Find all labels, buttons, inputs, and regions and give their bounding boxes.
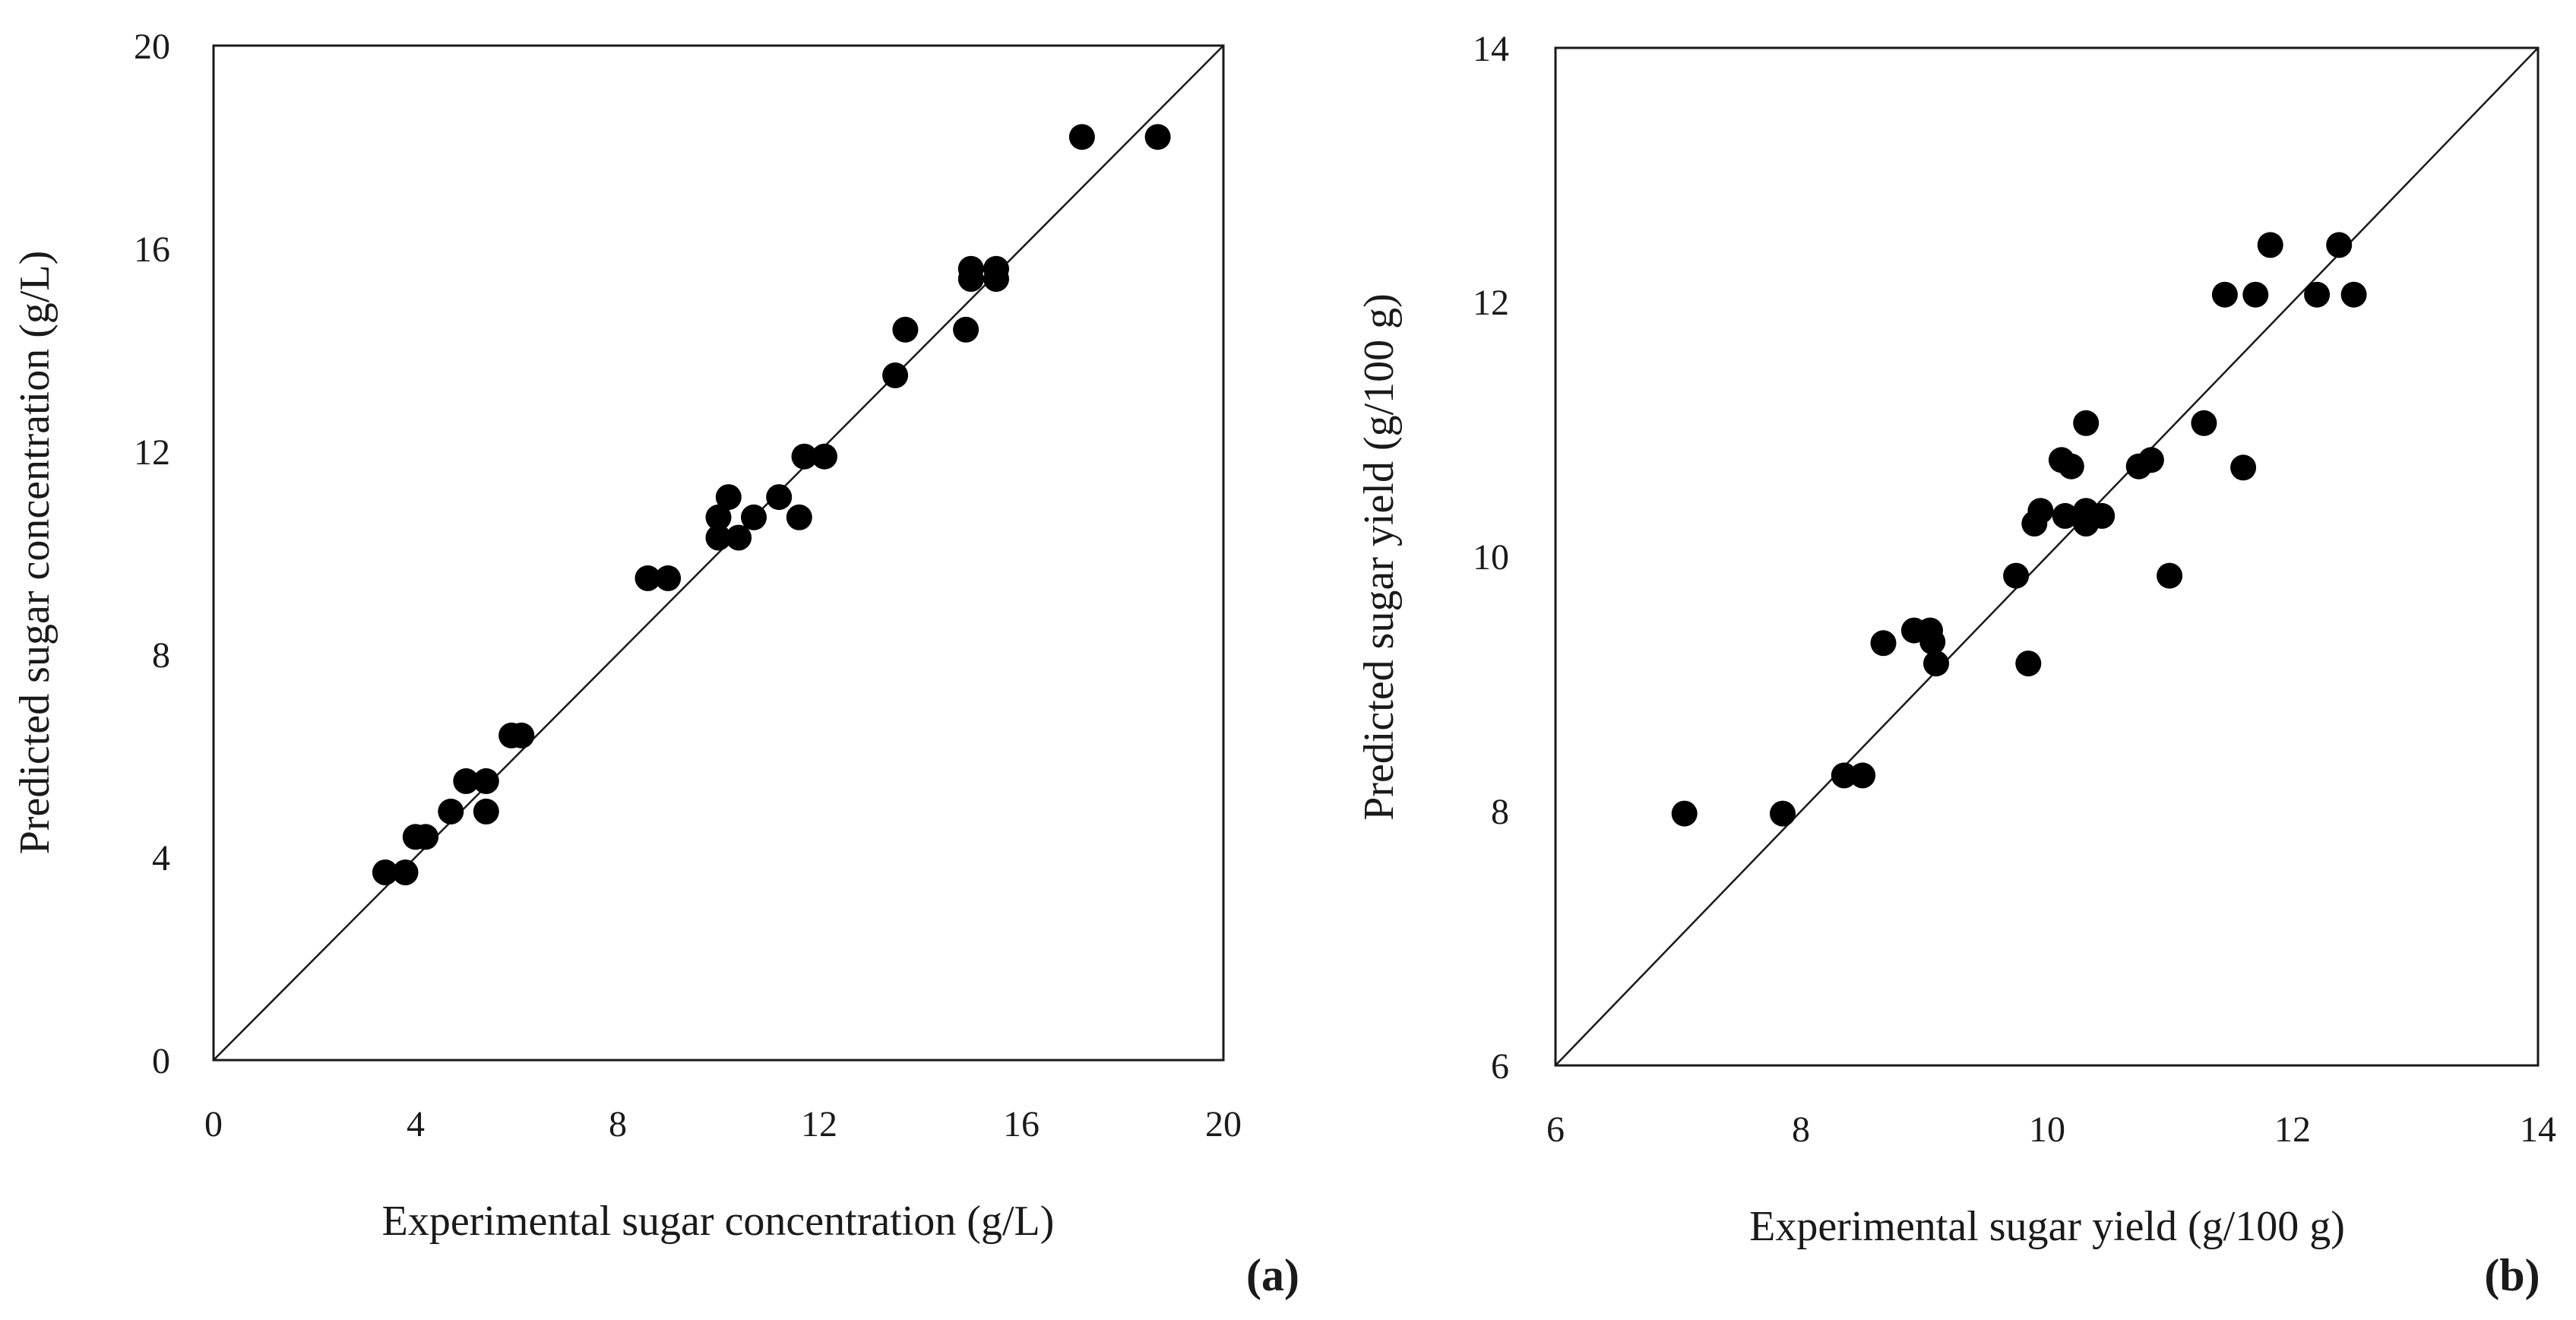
data-point-b-26 [2230, 454, 2257, 481]
y-tick-label-a-0: 0 [152, 1041, 170, 1081]
y-tick-label-a-2: 8 [152, 635, 170, 676]
data-point-a-5 [438, 798, 464, 825]
data-point-b-4 [1850, 762, 1876, 789]
panel-b: 6 8 10 12 14 6 8 10 12 14 Experimental s… [1356, 29, 2556, 1300]
y-tick-label-b-1: 8 [1491, 792, 1509, 832]
data-point-a-11 [635, 565, 661, 591]
x-tick-label-a-4: 16 [1003, 1104, 1040, 1144]
y-axis-title-a: Predicted sugar concentration (g/L) [11, 251, 59, 855]
data-point-b-8 [1919, 628, 1946, 655]
x-tick-label-b-0: 6 [1546, 1109, 1565, 1150]
x-tick-label-a-5: 20 [1205, 1104, 1242, 1144]
x-tick-label-a-1: 4 [407, 1104, 425, 1144]
panel-label-b: (b) [2484, 1250, 2540, 1300]
y-tick-label-a-4: 16 [134, 229, 170, 270]
data-point-a-28 [983, 255, 1009, 282]
data-point-a-7 [473, 768, 499, 794]
x-tick-label-b-3: 12 [2274, 1109, 2311, 1150]
panel-a: 0 4 8 12 16 20 0 4 8 12 16 20 Experiment… [11, 27, 1299, 1300]
data-point-a-21 [812, 443, 837, 470]
data-point-a-23 [892, 316, 919, 343]
data-point-b-22 [2138, 447, 2164, 473]
data-point-b-9 [1923, 651, 1949, 677]
data-point-b-13 [2027, 498, 2054, 524]
data-point-a-2 [392, 859, 419, 885]
data-point-a-18 [766, 484, 793, 511]
plot-frame-b [1554, 46, 2540, 1067]
data-point-a-24 [953, 316, 979, 343]
y-tick-label-b-3: 12 [1473, 283, 1509, 323]
data-point-b-16 [2058, 453, 2084, 480]
data-point-b-1 [1671, 800, 1698, 827]
data-point-a-22 [882, 362, 909, 388]
panel-label-a: (a) [1246, 1250, 1299, 1300]
data-point-b-25 [2211, 281, 2238, 308]
data-point-a-6 [453, 768, 479, 794]
data-point-b-15 [2052, 502, 2078, 529]
x-axis-title-b: Experimental sugar yield (g/100 g) [1749, 1203, 2345, 1250]
data-point-b-2 [1770, 800, 1796, 827]
data-point-b-29 [2304, 281, 2331, 308]
data-point-b-27 [2242, 281, 2269, 308]
data-point-b-20 [2089, 502, 2116, 529]
data-point-a-8 [473, 798, 499, 825]
data-point-b-30 [2326, 232, 2353, 258]
data-point-a-17 [741, 504, 767, 530]
data-point-a-30 [1144, 124, 1171, 150]
data-point-a-19 [786, 504, 812, 530]
data-point-a-4 [413, 824, 439, 850]
data-point-a-1 [372, 859, 398, 885]
y-tick-label-a-5: 20 [134, 27, 170, 67]
x-tick-label-b-4: 14 [2520, 1109, 2556, 1150]
data-point-a-29 [1068, 124, 1095, 150]
y-tick-label-b-4: 14 [1473, 29, 1509, 69]
data-point-b-10 [2003, 562, 2030, 589]
data-point-a-26 [957, 255, 984, 282]
data-point-b-3 [1831, 762, 1857, 789]
data-point-a-13 [705, 504, 732, 530]
data-point-b-31 [2340, 281, 2367, 308]
data-points-a [372, 124, 1171, 885]
reference-line-b [1555, 47, 2539, 1066]
data-point-a-10 [508, 722, 535, 749]
data-point-b-23 [2157, 562, 2183, 589]
data-point-a-15 [715, 484, 742, 511]
y-tick-label-b-2: 10 [1473, 537, 1509, 578]
data-point-a-16 [726, 524, 752, 551]
y-tick-label-a-3: 12 [134, 432, 170, 473]
x-tick-label-b-2: 10 [2029, 1109, 2065, 1150]
x-tick-label-a-3: 12 [801, 1104, 837, 1144]
x-tick-label-a-2: 8 [609, 1104, 627, 1144]
data-point-a-20 [791, 443, 818, 470]
x-tick-label-b-1: 8 [1792, 1109, 1810, 1150]
y-tick-label-b-0: 6 [1491, 1046, 1509, 1087]
reference-line-a [213, 45, 1224, 1061]
y-axis-title-b: Predicted sugar yield (g/100 g) [1356, 293, 1403, 821]
data-points-b [1671, 232, 2367, 827]
y-tick-label-a-1: 4 [152, 838, 170, 878]
data-point-a-12 [655, 565, 682, 591]
data-point-b-19 [2073, 410, 2100, 436]
data-point-b-28 [2257, 232, 2283, 258]
x-axis-title-a: Experimental sugar concentration (g/L) [382, 1198, 1055, 1245]
data-point-a-14 [705, 524, 732, 551]
x-tick-label-a-0: 0 [204, 1104, 223, 1144]
data-point-b-5 [1870, 630, 1897, 657]
data-point-b-24 [2191, 410, 2217, 436]
data-point-b-11 [2015, 651, 2042, 677]
plot-frame-a [212, 44, 1225, 1062]
